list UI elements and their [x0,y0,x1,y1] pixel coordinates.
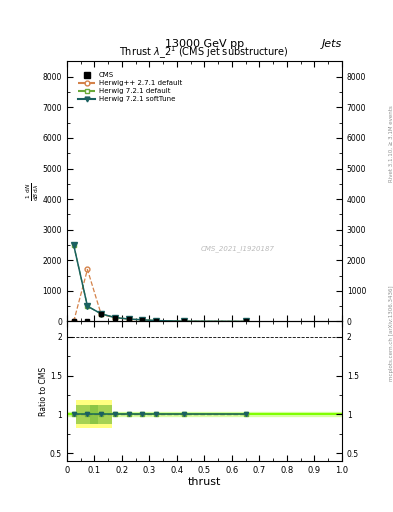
Text: CMS_2021_I1920187: CMS_2021_I1920187 [200,245,274,252]
Y-axis label: $\frac{1}{\mathrm{d}B}\frac{\mathrm{d}N}{\mathrm{d}\lambda}$: $\frac{1}{\mathrm{d}B}\frac{\mathrm{d}N}… [25,182,41,201]
Bar [90,400,112,429]
X-axis label: thrust: thrust [188,477,221,487]
Text: Rivet 3.1.10, ≥ 3.1M events: Rivet 3.1.10, ≥ 3.1M events [389,105,393,182]
Legend: CMS, Herwig++ 2.7.1 default, Herwig 7.2.1 default, Herwig 7.2.1 softTune: CMS, Herwig++ 2.7.1 default, Herwig 7.2.… [76,70,184,104]
Bar [67,413,342,416]
Bar [77,400,98,429]
Text: mcplots.cern.ch [arXiv:1306.3436]: mcplots.cern.ch [arXiv:1306.3436] [389,285,393,380]
Bar [77,405,98,423]
Text: Jets: Jets [321,38,342,49]
Y-axis label: Ratio to CMS: Ratio to CMS [39,367,48,416]
Title: Thrust $\lambda\_2^1$ (CMS jet substructure): Thrust $\lambda\_2^1$ (CMS jet substruct… [119,45,289,61]
Text: 13000 GeV pp: 13000 GeV pp [165,38,244,49]
Bar [90,405,112,423]
